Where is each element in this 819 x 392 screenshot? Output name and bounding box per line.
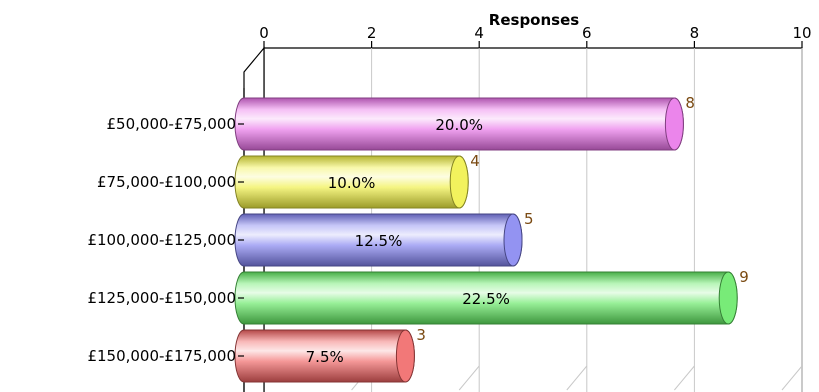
value-label: 8 [685, 94, 695, 112]
category-label: £50,000-£75,000 [107, 115, 236, 133]
bar: 12.5% 5 [234, 210, 534, 267]
x-tick-label: 10 [792, 24, 811, 42]
percent-label: 12.5% [355, 232, 403, 250]
x-tick-label: 2 [367, 24, 377, 42]
x-tick-label: 4 [474, 24, 484, 42]
category-label: £150,000-£175,000 [87, 347, 236, 365]
category-label: £125,000-£150,000 [87, 289, 236, 307]
bar-cap [664, 97, 684, 151]
bar-cap [718, 271, 738, 325]
gridline-depth [566, 365, 588, 391]
x-tick-label: 6 [582, 24, 592, 42]
bars-group: 20.0% 8 10.0% 4 12.5% 5 22.5% 9 7.5% 3 [234, 94, 749, 383]
bar-cap [449, 155, 469, 209]
percent-label: 10.0% [328, 174, 376, 192]
value-label: 5 [524, 210, 534, 228]
bar: 22.5% 9 [234, 268, 749, 325]
x-tick-label: 0 [259, 24, 269, 42]
category-label: £100,000-£125,000 [87, 231, 236, 249]
bar: 10.0% 4 [234, 152, 480, 209]
bar-cap [395, 329, 415, 383]
category-label: £75,000-£100,000 [97, 173, 236, 191]
bar-cap [503, 213, 523, 267]
x-axis-ticks: 0 2 4 6 8 10 [259, 24, 812, 48]
gridline-depth [674, 365, 695, 391]
gridline-depth [458, 365, 480, 391]
value-label: 9 [739, 268, 749, 286]
x-tick-label: 8 [690, 24, 700, 42]
bar: 20.0% 8 [234, 94, 695, 151]
percent-label: 22.5% [462, 290, 510, 308]
percent-label: 20.0% [435, 116, 483, 134]
value-label: 3 [416, 326, 426, 344]
gridline-depth [781, 365, 803, 391]
x-axis-title: Responses [489, 11, 579, 29]
percent-label: 7.5% [306, 348, 344, 366]
bar: 7.5% 3 [234, 326, 426, 383]
category-labels: £50,000-£75,000 £75,000-£100,000 £100,000-… [87, 115, 244, 365]
value-label: 4 [470, 152, 480, 170]
